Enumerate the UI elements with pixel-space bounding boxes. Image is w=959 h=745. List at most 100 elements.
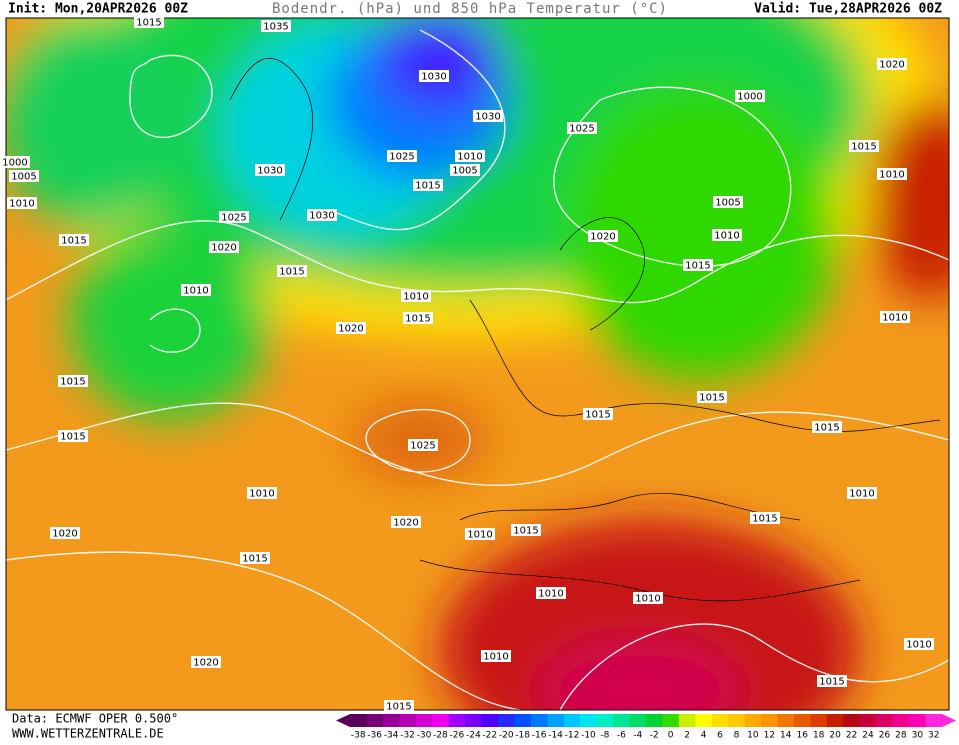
pressure-label: 1015	[699, 393, 724, 404]
colorbar-swatch	[350, 714, 367, 727]
colorbar-label: 30	[912, 731, 924, 741]
colorbar-label: -22	[482, 731, 497, 741]
pressure-label: 1025	[569, 124, 594, 135]
pressure-label: 1010	[403, 292, 428, 303]
label-box	[817, 675, 847, 687]
colorbar-swatch	[563, 714, 581, 727]
colorbar-label: 14	[780, 731, 792, 741]
pressure-label: 1010	[879, 170, 904, 181]
colorbar-label: -20	[499, 731, 514, 741]
pressure-label: 1010	[635, 594, 660, 605]
colorbar-swatch	[695, 714, 713, 727]
colorbar-swatch	[498, 714, 515, 727]
label-box	[58, 375, 88, 387]
colorbar-swatch	[892, 714, 910, 727]
label-box	[240, 552, 270, 564]
colorbar-label: -16	[532, 731, 547, 741]
label-box	[750, 512, 780, 524]
colorbar-label: 0	[668, 731, 674, 741]
colorbar-label: 24	[862, 731, 874, 741]
colorbar-swatch	[366, 714, 384, 727]
label-box	[697, 391, 727, 403]
colorbar-label: -18	[515, 731, 530, 741]
pressure-label: 1015	[685, 261, 710, 272]
colorbar-label: 6	[717, 731, 723, 741]
colorbar-swatch	[794, 714, 811, 727]
colorbar-swatch	[810, 714, 828, 727]
label-box	[387, 150, 417, 162]
label-box	[58, 430, 88, 442]
pressure-label: 1020	[590, 232, 615, 243]
colorbar-swatch	[481, 714, 499, 727]
colorbar: -38 -36 -34 -32 -30 -28 -26 -24 -22 -20 -18 -16 -14-…	[336, 714, 956, 741]
label-box	[849, 140, 879, 152]
label-box	[219, 211, 249, 223]
pressure-label: 1020	[211, 243, 236, 254]
label-box	[413, 179, 443, 191]
pressure-label: 1030	[309, 211, 334, 222]
valid-time: Valid: Tue,28APR2026 00Z	[754, 2, 942, 17]
pressure-label: 1005	[452, 166, 477, 177]
pressure-label: 1015	[60, 377, 85, 388]
pressure-label: 1030	[475, 112, 500, 123]
colorbar-swatch	[382, 714, 400, 727]
label-box	[307, 209, 337, 221]
label-box	[209, 241, 239, 253]
colorbar-swatch	[662, 714, 680, 727]
label-box	[588, 230, 618, 242]
label-box	[7, 197, 37, 209]
init-time: Init: Mon,20APR2026 00Z	[8, 2, 188, 17]
colorbar-swatch	[909, 714, 927, 727]
colorbar-label: -14	[548, 731, 563, 741]
label-box	[336, 322, 366, 334]
pressure-label: 1015	[60, 432, 85, 443]
colorbar-label: -24	[466, 731, 481, 741]
colorbar-swatch	[514, 714, 532, 727]
pressure-label: 1035	[263, 22, 288, 33]
site-url: WWW.WETTERZENTRALE.DE	[12, 727, 164, 741]
label-box	[567, 122, 597, 134]
label-box	[877, 168, 907, 180]
colorbar-swatch	[580, 714, 598, 727]
colorbar-label: -12	[565, 731, 580, 741]
pressure-label: 1015	[819, 677, 844, 688]
label-box	[633, 592, 663, 604]
pressure-label: 1020	[193, 658, 218, 669]
label-box	[481, 650, 511, 662]
pressure-label: 1015	[61, 236, 86, 247]
pressure-label: 1030	[421, 72, 446, 83]
pressure-label: 1025	[389, 152, 414, 163]
colorbar-swatch	[876, 714, 894, 727]
label-box	[134, 16, 164, 28]
pressure-label: 1015	[513, 526, 538, 537]
colorbar-label: -34	[384, 731, 399, 741]
colorbar-swatch	[843, 714, 861, 727]
map-title: Bodendr. (hPa) und 850 hPa Temperatur (°…	[272, 1, 668, 17]
isobars	[6, 29, 949, 710]
map-frame	[5, 17, 950, 711]
colorbar-swatch	[629, 714, 647, 727]
pressure-label: 1020	[338, 324, 363, 335]
pressure-label: 1010	[849, 489, 874, 500]
label-box	[536, 587, 566, 599]
label-box	[0, 156, 30, 168]
pressure-label: 1010	[483, 652, 508, 663]
colorbar-label: 4	[701, 731, 707, 741]
pressure-label: 1000	[2, 158, 27, 169]
pressure-label: 1005	[11, 172, 36, 183]
colorbar-label: -2	[650, 731, 659, 741]
label-box	[847, 487, 877, 499]
label-box	[735, 90, 765, 102]
pressure-label: 1015	[242, 554, 267, 565]
pressure-label: 1010	[882, 313, 907, 324]
colorbar-swatch	[711, 714, 729, 727]
colorbar-swatch	[448, 714, 466, 727]
label-box	[384, 700, 414, 712]
colorbar-label: 8	[734, 731, 740, 741]
colorbar-swatch	[744, 714, 762, 727]
label-box	[9, 170, 39, 182]
label-box	[247, 487, 277, 499]
colorbar-label: 2	[684, 731, 690, 741]
colorbar-swatch	[465, 714, 483, 727]
